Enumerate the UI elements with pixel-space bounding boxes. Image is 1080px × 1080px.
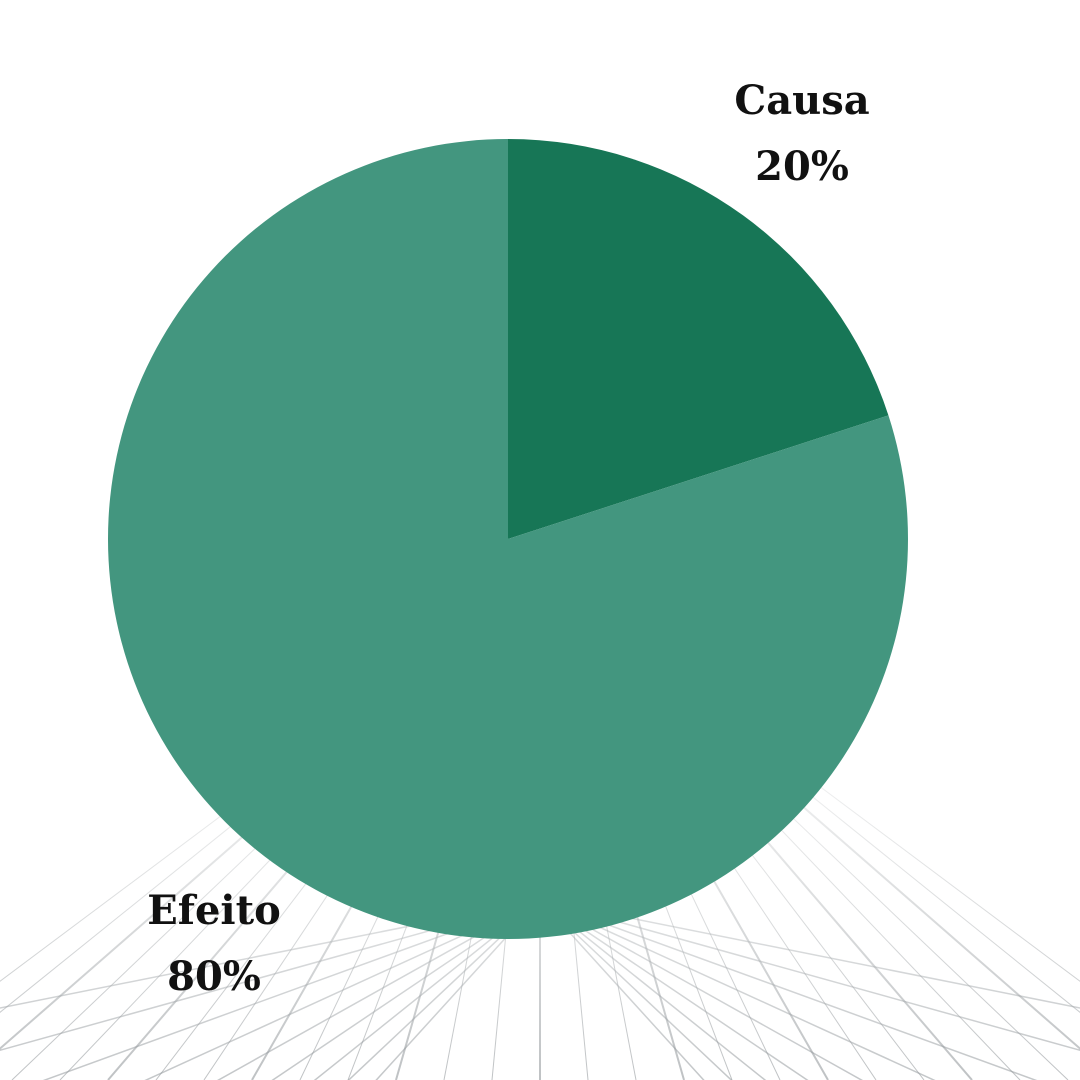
pie-slices: [107, 139, 908, 940]
slice-label-causa: Causa: [734, 77, 869, 124]
pie-slice-causa: [508, 139, 889, 539]
slice-value-causa: 20%: [755, 143, 849, 190]
pie-slice-efeito: [107, 139, 908, 940]
slice-value-efeito: 80%: [167, 953, 261, 1000]
slice-label-efeito: Efeito: [147, 887, 281, 934]
